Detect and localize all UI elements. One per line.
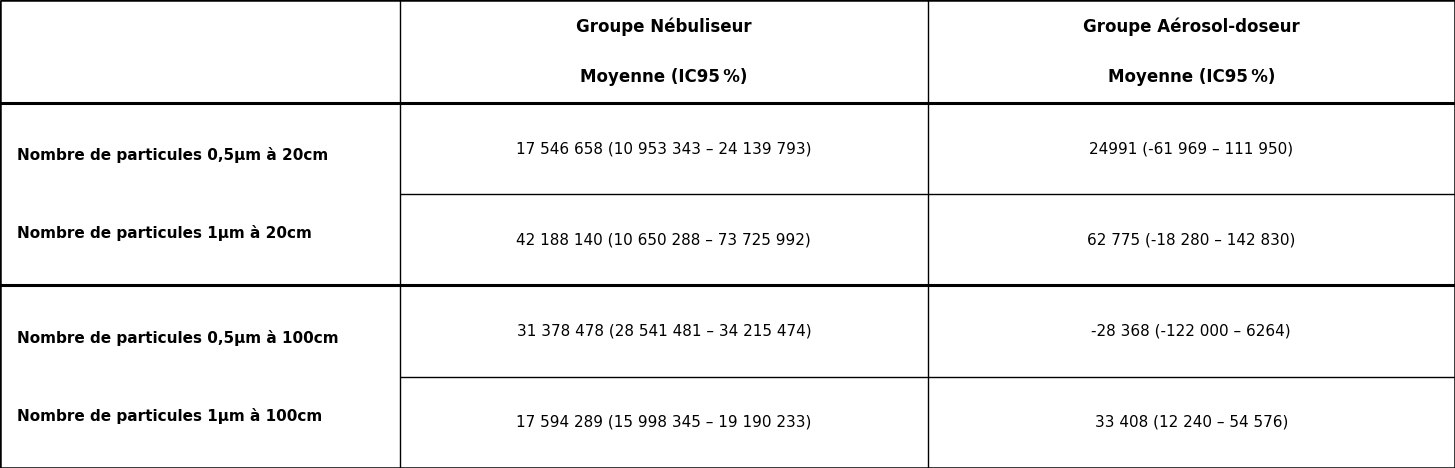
- Text: 24991 (-61 969 – 111 950): 24991 (-61 969 – 111 950): [1090, 141, 1293, 156]
- Text: Nombre de particules 1µm à 20cm: Nombre de particules 1µm à 20cm: [17, 225, 313, 241]
- Text: Groupe Nébuliseur

Moyenne (IC95 %): Groupe Nébuliseur Moyenne (IC95 %): [576, 17, 752, 86]
- Text: Nombre de particules 0,5µm à 20cm: Nombre de particules 0,5µm à 20cm: [17, 147, 329, 163]
- Text: Nombre de particules 1µm à 100cm: Nombre de particules 1µm à 100cm: [17, 408, 323, 424]
- Text: 42 188 140 (10 650 288 – 73 725 992): 42 188 140 (10 650 288 – 73 725 992): [517, 232, 812, 248]
- Text: 31 378 478 (28 541 481 – 34 215 474): 31 378 478 (28 541 481 – 34 215 474): [517, 323, 810, 339]
- Text: 33 408 (12 240 – 54 576): 33 408 (12 240 – 54 576): [1094, 415, 1288, 430]
- Text: Nombre de particules 0,5µm à 100cm: Nombre de particules 0,5µm à 100cm: [17, 330, 339, 346]
- Text: -28 368 (-122 000 – 6264): -28 368 (-122 000 – 6264): [1091, 323, 1291, 339]
- Text: Groupe Aérosol-doseur

Moyenne (IC95 %): Groupe Aérosol-doseur Moyenne (IC95 %): [1083, 17, 1299, 86]
- Text: 17 546 658 (10 953 343 – 24 139 793): 17 546 658 (10 953 343 – 24 139 793): [517, 141, 812, 156]
- Text: 62 775 (-18 280 – 142 830): 62 775 (-18 280 – 142 830): [1087, 232, 1295, 248]
- Text: 17 594 289 (15 998 345 – 19 190 233): 17 594 289 (15 998 345 – 19 190 233): [517, 415, 812, 430]
